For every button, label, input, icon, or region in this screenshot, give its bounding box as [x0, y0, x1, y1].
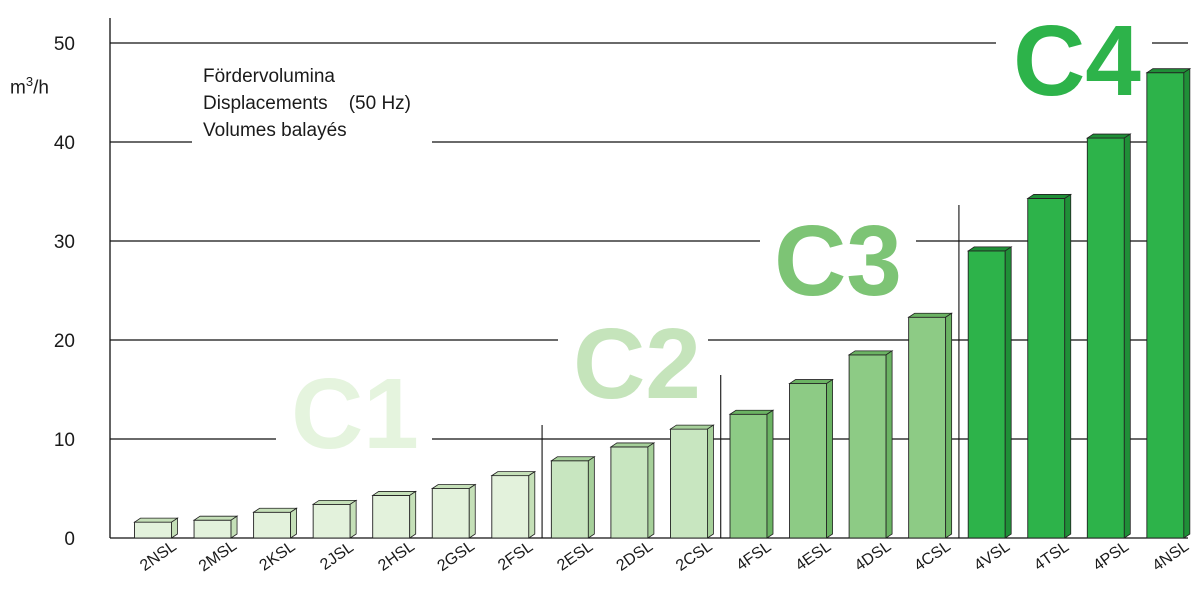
bar-side-face [230, 515, 238, 539]
x-tick-label: 2CSL [673, 538, 716, 575]
x-tick-label: 4CSL [911, 538, 954, 575]
x-tick-label: 4ESL [793, 538, 835, 574]
x-tick-label: 2ESL [554, 538, 596, 574]
bar-side-face [945, 312, 953, 539]
bar-2CSL [670, 428, 708, 539]
bar-2NSL [134, 521, 172, 539]
bar-2HSL [372, 494, 411, 539]
bar-side-face [647, 442, 655, 539]
bar-side-face [1064, 193, 1072, 539]
y-axis-label: m3/h [10, 74, 49, 99]
x-tick-label: 2KSL [257, 538, 299, 574]
y-tick-label: 30 [54, 232, 75, 253]
bar-side-face [409, 490, 417, 539]
bar-2MSL [193, 519, 232, 539]
group-label-c1: C1 [291, 358, 419, 470]
bar-4TSL [1027, 197, 1066, 539]
bar-2KSL [253, 511, 292, 539]
bar-top-face [609, 442, 656, 448]
bar-2DSL [610, 446, 649, 539]
bar-side-face [528, 470, 536, 539]
x-tick-label: 4TSL [1031, 538, 1072, 574]
bar-top-face [252, 507, 298, 513]
bar-top-face [728, 409, 775, 415]
bar-top-face [430, 484, 477, 489]
bar-2FSL [491, 475, 530, 539]
bar-side-face [1004, 246, 1012, 539]
caption-line-en: Displacements (50 Hz) [203, 93, 412, 114]
x-tick-label: 4NSL [1149, 538, 1192, 575]
bar-side-face [290, 507, 298, 539]
bar-top-face [1145, 68, 1192, 74]
bar-side-face [171, 517, 178, 539]
x-tick-label: 2HSL [375, 538, 418, 575]
bar-side-face [349, 499, 357, 539]
bar-top-face [1026, 194, 1073, 199]
y-tick-label: 0 [64, 529, 75, 550]
x-tick-label: 2NSL [137, 538, 180, 575]
x-tick-label: 4PSL [1090, 538, 1132, 574]
bar-side-face [1183, 67, 1191, 539]
y-tick-label: 50 [54, 34, 75, 55]
bar-4ESL [789, 383, 827, 539]
bar-4NSL [1146, 72, 1185, 539]
caption-line-fr: Volumes balayés [203, 120, 347, 141]
bar-top-face [192, 515, 239, 521]
bar-2JSL [312, 503, 351, 539]
bar-4FSL [729, 413, 768, 539]
bar-4VSL [967, 250, 1006, 539]
bar-top-face [311, 499, 358, 505]
bar-4PSL [1086, 137, 1125, 539]
x-tick-label: 4DSL [852, 538, 895, 575]
bar-top-face [966, 246, 1013, 252]
y-tick-label: 20 [54, 331, 75, 352]
bar-side-face [468, 483, 476, 539]
bar-side-face [885, 350, 893, 539]
x-tick-label: 2MSL [196, 537, 240, 575]
y-tick-label: 40 [54, 133, 75, 154]
bar-2ESL [550, 460, 589, 539]
bar-top-face [907, 312, 953, 318]
bar-top-face [490, 471, 537, 477]
group-label-c4: C4 [1013, 5, 1141, 117]
x-tick-label: 4FSL [733, 538, 774, 574]
caption-line-de: Fördervolumina [203, 66, 335, 87]
bar-top-face [669, 424, 715, 430]
bar-side-face [707, 424, 714, 539]
bar-4DSL [848, 354, 887, 539]
bar-4CSL [908, 316, 947, 539]
bar-side-face [1123, 133, 1131, 539]
x-tick-label: 2FSL [495, 538, 536, 574]
y-tick-label: 10 [54, 430, 75, 451]
group-label-c2: C2 [573, 308, 701, 420]
x-tick-label: 2JSL [317, 539, 357, 574]
group-label-c3: C3 [774, 205, 902, 317]
x-tick-label: 2GSL [435, 538, 478, 575]
bar-top-face [1085, 133, 1132, 139]
bar-side-face [826, 378, 833, 539]
bar-top-face [550, 456, 596, 462]
bar-top-face [788, 379, 834, 384]
bar-top-face [133, 517, 179, 523]
x-tick-label: 4VSL [971, 538, 1013, 574]
bar-side-face [766, 409, 774, 539]
bar-top-face [847, 350, 894, 356]
chart-caption: Fördervolumina Displacements (50 Hz) Vol… [203, 63, 411, 144]
x-tick-label: 2DSL [614, 538, 657, 575]
bar-top-face [371, 491, 418, 496]
bar-side-face [587, 456, 595, 539]
bar-2GSL [431, 488, 470, 539]
